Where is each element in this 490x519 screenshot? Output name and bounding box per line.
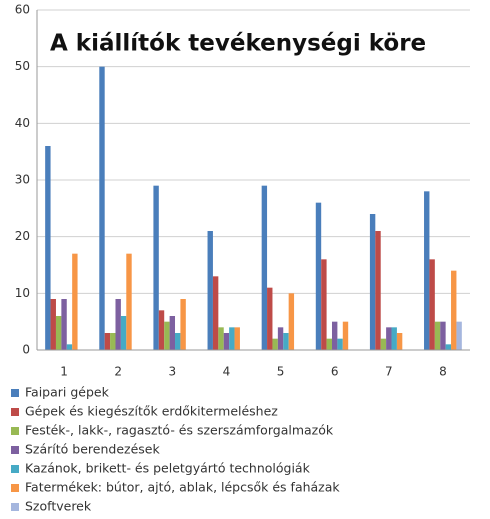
chart-title: A kiállítók tevékenységi köre — [50, 31, 426, 57]
bar — [369, 214, 376, 350]
bar — [158, 310, 165, 350]
bar — [440, 321, 446, 350]
bar — [321, 259, 327, 350]
bar — [180, 299, 186, 350]
bar — [207, 231, 213, 350]
legend-swatch — [11, 427, 19, 435]
bar — [72, 253, 78, 350]
y-tick-label: 30 — [15, 173, 30, 187]
bar — [315, 202, 322, 350]
bar — [424, 191, 430, 350]
legend-label: Szoftverek — [25, 499, 92, 514]
bar — [66, 344, 73, 350]
bar — [429, 259, 435, 350]
x-tick-label: 7 — [385, 365, 393, 379]
legend-swatch — [11, 446, 19, 454]
bar — [104, 333, 111, 350]
bar — [288, 293, 295, 350]
y-tick-label: 10 — [15, 286, 30, 300]
x-tick-label: 8 — [439, 365, 447, 379]
legend-label: Szárító berendezések — [25, 442, 160, 457]
bar — [120, 316, 127, 350]
bar — [380, 338, 387, 350]
bar — [386, 327, 392, 350]
bar — [375, 231, 381, 350]
bar — [445, 344, 452, 350]
bar — [169, 316, 176, 350]
bar — [391, 327, 397, 350]
legend-swatch — [11, 484, 19, 492]
bar — [456, 321, 462, 350]
x-tick-label: 3 — [168, 365, 176, 379]
bar — [396, 333, 403, 350]
y-tick-label: 40 — [15, 116, 30, 130]
bar — [277, 327, 284, 350]
bar — [272, 338, 278, 350]
y-tick-label: 50 — [15, 59, 30, 73]
bar — [175, 333, 181, 350]
y-tick-label: 0 — [22, 343, 30, 357]
y-tick-label: 60 — [15, 3, 30, 17]
bar — [126, 253, 132, 350]
bar — [153, 185, 159, 350]
legend-swatch — [11, 389, 19, 397]
bar — [283, 333, 289, 350]
bar — [234, 327, 240, 350]
bar — [229, 327, 235, 350]
legend-swatch — [11, 465, 19, 473]
bar — [267, 287, 273, 350]
bar — [115, 299, 121, 350]
bar — [218, 327, 224, 350]
bar — [451, 270, 457, 350]
bar — [61, 299, 67, 350]
legend-label: Gépek és kiegészítők erdőkitermeléshez — [25, 404, 278, 419]
bar — [326, 338, 332, 350]
x-tick-label: 5 — [277, 365, 285, 379]
legend-label: Kazánok, brikett- és peletgyártó technol… — [25, 461, 311, 476]
bar — [342, 321, 349, 350]
bar — [331, 321, 338, 350]
y-tick-label: 20 — [15, 229, 30, 243]
bar — [50, 299, 56, 350]
bar — [337, 338, 343, 350]
x-tick-label: 2 — [114, 365, 122, 379]
bar — [110, 333, 116, 350]
bar — [223, 333, 230, 350]
bar — [164, 321, 170, 350]
legend-label: Fatermékek: bútor, ajtó, ablak, lépcsők … — [25, 480, 340, 495]
bar — [212, 276, 219, 350]
bar — [45, 146, 51, 350]
bar — [55, 316, 62, 350]
legend-label: Festék-, lakk-, ragasztó- és szerszámfor… — [25, 423, 334, 438]
legend-label: Faipari gépek — [25, 385, 110, 400]
bar — [99, 66, 105, 351]
x-tick-label: 4 — [223, 365, 231, 379]
x-tick-label: 6 — [331, 365, 339, 379]
x-tick-label: 1 — [60, 365, 68, 379]
legend-swatch — [11, 503, 19, 511]
bar — [261, 185, 268, 350]
bar — [434, 321, 441, 350]
legend-swatch — [11, 408, 19, 416]
